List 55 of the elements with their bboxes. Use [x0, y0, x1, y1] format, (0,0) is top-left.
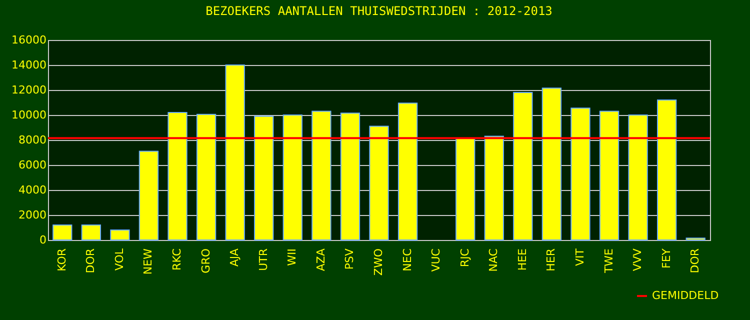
bar	[282, 114, 302, 240]
x-tick-label: DOR	[84, 248, 98, 274]
bar	[484, 136, 504, 240]
bar	[513, 92, 533, 240]
x-tick-label: VIT	[573, 248, 586, 266]
y-tick-label: 6000	[18, 158, 46, 172]
bar	[657, 100, 677, 240]
y-tick-label: 14000	[12, 58, 46, 72]
bar	[628, 114, 648, 240]
bar	[570, 108, 590, 240]
bar	[225, 64, 245, 240]
y-tick-label: 0	[40, 234, 46, 246]
x-tick-label: DOR	[688, 248, 702, 274]
x-tick-label: GRO	[199, 248, 212, 274]
y-tick-label: 12000	[12, 84, 46, 96]
x-tick-label: FEY	[660, 248, 673, 268]
bar	[81, 224, 101, 240]
y-tick-label: 10000	[12, 108, 46, 122]
bar	[196, 114, 216, 240]
bar	[340, 112, 360, 240]
x-tick-label: WII	[286, 248, 299, 266]
x-tick-label: HEE	[516, 248, 529, 271]
bar	[398, 102, 418, 240]
y-tick-label: 16000	[12, 34, 46, 46]
y-tick-label: 4000	[18, 184, 46, 196]
bar	[254, 116, 274, 240]
x-tick-label: TWE	[602, 248, 616, 274]
bar	[369, 126, 389, 240]
x-tick-label: VVV	[631, 248, 644, 272]
x-tick-label: RJC	[458, 248, 472, 268]
y-tick-label: 2000	[18, 208, 46, 222]
x-tick-label: RKC	[170, 248, 184, 270]
x-tick-label: NEW	[142, 248, 155, 275]
y-tick-label: 8000	[18, 134, 46, 146]
x-tick-label: ZWO	[372, 248, 385, 276]
x-tick-label: HER	[544, 248, 558, 272]
x-tick-label: AZA	[314, 248, 328, 272]
bar	[110, 230, 130, 240]
bar	[456, 138, 476, 240]
bar	[599, 110, 620, 240]
bar	[52, 224, 72, 240]
x-tick-label: PSV	[343, 248, 356, 270]
x-tick-label: AJA	[228, 248, 242, 267]
bar	[138, 150, 159, 240]
chart-title: BEZOEKERS AANTALLEN THUISWEDSTRIJDEN : 2012-2013	[206, 4, 552, 18]
x-tick-label: KOR	[55, 248, 68, 272]
x-tick-label: VUC	[430, 248, 443, 272]
legend-label: GEMIDDELD	[652, 289, 719, 302]
x-tick-label: NEC	[400, 248, 414, 272]
x-tick-label: UTR	[256, 248, 270, 271]
bar	[312, 110, 332, 240]
bar	[542, 88, 562, 240]
bar	[168, 112, 188, 240]
x-tick-label: VOL	[112, 248, 126, 271]
x-tick-label: NAC	[487, 248, 500, 272]
